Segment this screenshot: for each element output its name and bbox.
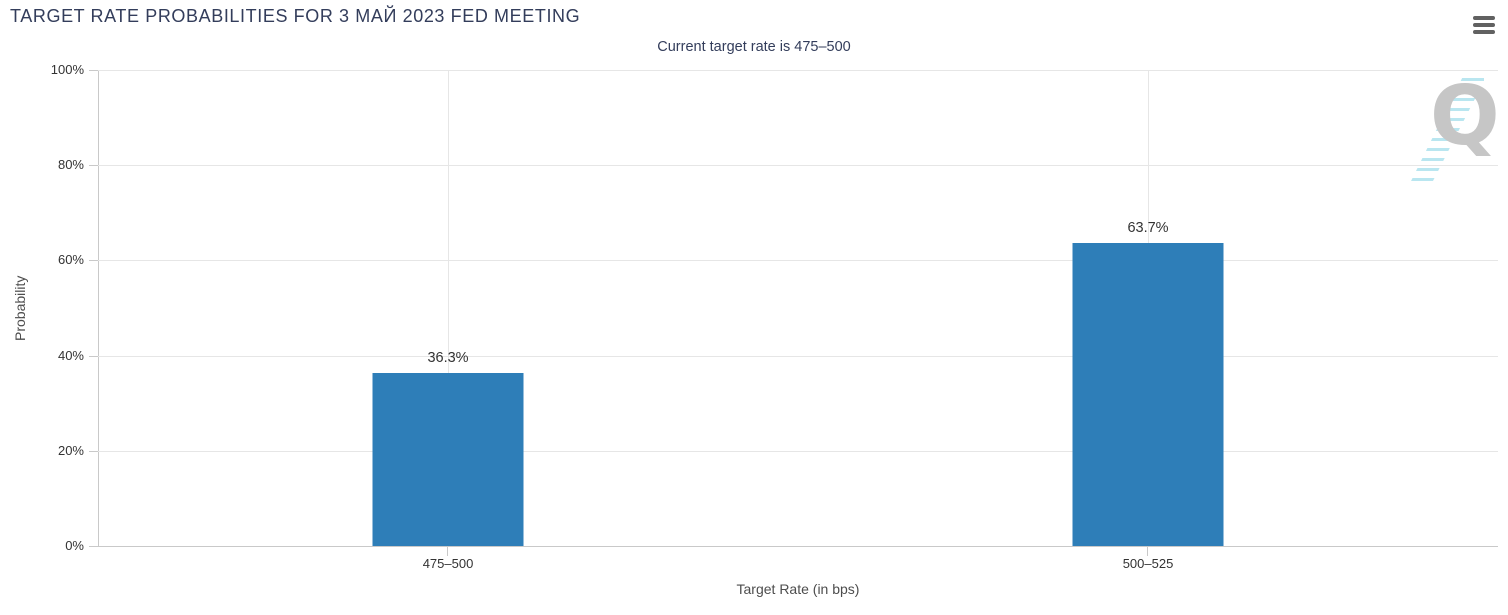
y-tick-label: 0%	[65, 538, 84, 553]
gridline-40	[98, 356, 1498, 357]
chart-title: TARGET RATE PROBABILITIES FOR 3 МАЙ 2023…	[10, 6, 581, 26]
y-axis-title: Probability	[12, 275, 28, 341]
y-tick-label: 60%	[57, 252, 84, 267]
x-axis-line	[98, 546, 1498, 547]
y-tick-mark	[89, 451, 98, 452]
y-tick-mark	[89, 260, 98, 261]
x-tick-mark	[447, 547, 448, 556]
y-tick-mark	[89, 546, 98, 547]
context-menu-button[interactable]	[1470, 12, 1498, 38]
gridline-80	[98, 165, 1498, 166]
bar-value-label: 63.7%	[1127, 219, 1169, 236]
x-category-label: 475–500	[422, 556, 474, 571]
gridline-category-1	[448, 70, 449, 546]
y-tick-mark	[89, 165, 98, 166]
gridline-60	[98, 260, 1498, 261]
x-axis-title: Target Rate (in bps)	[736, 581, 860, 597]
gridline-100	[98, 70, 1498, 71]
probability-bar[interactable]	[1072, 242, 1224, 546]
y-tick-label: 20%	[57, 443, 84, 458]
bar-value-label: 36.3%	[427, 350, 469, 367]
y-axis-line	[98, 70, 99, 546]
y-tick-mark	[89, 70, 98, 71]
plot-area: Q 36.3% 63.7%	[98, 70, 1500, 546]
category-group: 63.7%	[798, 70, 1498, 546]
x-tick-mark	[1147, 547, 1148, 556]
gridline-20	[98, 451, 1498, 452]
x-category-label: 500–525	[1122, 556, 1174, 571]
y-tick-label: 80%	[57, 157, 84, 172]
probability-bar[interactable]	[372, 373, 524, 546]
hamburger-icon	[1473, 16, 1495, 34]
y-tick-mark	[89, 356, 98, 357]
category-group: 36.3%	[98, 70, 798, 546]
y-tick-label: 100%	[50, 62, 84, 77]
y-tick-label: 40%	[57, 348, 84, 363]
chart-subtitle: Current target rate is 475–500	[657, 39, 851, 55]
